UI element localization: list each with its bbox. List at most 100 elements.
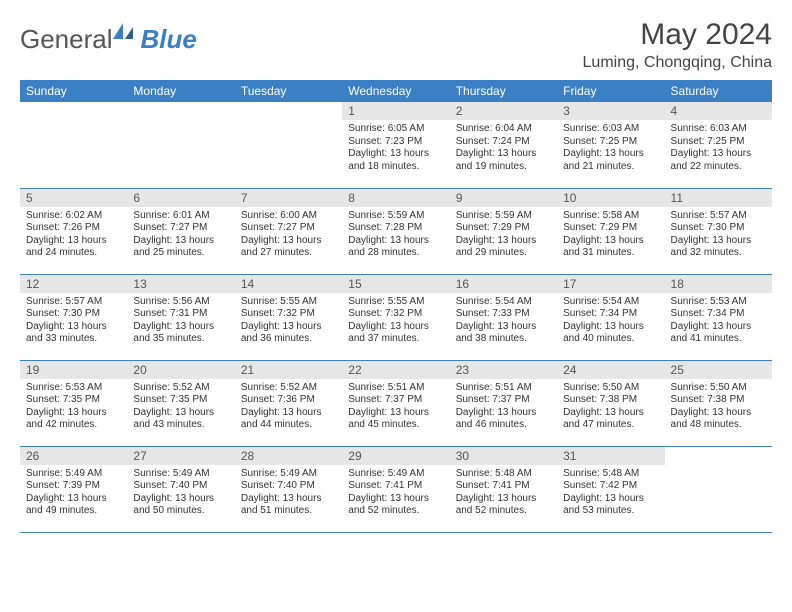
daylight-line-2: and 43 minutes. [133,419,228,432]
day-number: 7 [235,189,342,207]
sunrise-line: Sunrise: 6:02 AM [26,210,121,223]
daylight-line-1: Daylight: 13 hours [26,493,121,506]
daylight-line-2: and 52 minutes. [456,505,551,518]
calendar-day-cell: 7Sunrise: 6:00 AMSunset: 7:27 PMDaylight… [235,188,342,274]
sunset-line: Sunset: 7:38 PM [563,394,658,407]
calendar-day-cell: 8Sunrise: 5:59 AMSunset: 7:28 PMDaylight… [342,188,449,274]
sunset-line: Sunset: 7:33 PM [456,308,551,321]
sunrise-line: Sunrise: 5:57 AM [26,296,121,309]
sunrise-line: Sunrise: 5:50 AM [563,382,658,395]
day-details: Sunrise: 5:48 AMSunset: 7:41 PMDaylight:… [450,465,557,522]
day-number: 12 [20,275,127,293]
calendar-day-cell: 14Sunrise: 5:55 AMSunset: 7:32 PMDayligh… [235,274,342,360]
weekday-header-row: SundayMondayTuesdayWednesdayThursdayFrid… [20,80,772,102]
daylight-line-2: and 51 minutes. [241,505,336,518]
daylight-line-1: Daylight: 13 hours [671,148,766,161]
calendar-day-cell: 30Sunrise: 5:48 AMSunset: 7:41 PMDayligh… [450,446,557,532]
sunrise-line: Sunrise: 5:49 AM [241,468,336,481]
sunrise-line: Sunrise: 5:49 AM [26,468,121,481]
sunrise-line: Sunrise: 5:51 AM [348,382,443,395]
calendar-day-cell: 13Sunrise: 5:56 AMSunset: 7:31 PMDayligh… [127,274,234,360]
sunrise-line: Sunrise: 5:48 AM [563,468,658,481]
calendar-day-cell: 6Sunrise: 6:01 AMSunset: 7:27 PMDaylight… [127,188,234,274]
day-details: Sunrise: 5:52 AMSunset: 7:36 PMDaylight:… [235,379,342,436]
daylight-line-1: Daylight: 13 hours [348,493,443,506]
day-number: 15 [342,275,449,293]
sunset-line: Sunset: 7:39 PM [26,480,121,493]
day-details: Sunrise: 6:04 AMSunset: 7:24 PMDaylight:… [450,120,557,177]
calendar-day-cell: 1Sunrise: 6:05 AMSunset: 7:23 PMDaylight… [342,102,449,188]
daylight-line-1: Daylight: 13 hours [348,148,443,161]
sunrise-line: Sunrise: 6:00 AM [241,210,336,223]
sunrise-line: Sunrise: 5:53 AM [26,382,121,395]
daylight-line-1: Daylight: 13 hours [241,321,336,334]
sunset-line: Sunset: 7:38 PM [671,394,766,407]
daylight-line-2: and 27 minutes. [241,247,336,260]
daylight-line-1: Daylight: 13 hours [563,321,658,334]
daylight-line-2: and 33 minutes. [26,333,121,346]
day-number: 2 [450,102,557,120]
logo-text-general: General [20,24,113,55]
calendar-day-cell: 31Sunrise: 5:48 AMSunset: 7:42 PMDayligh… [557,446,664,532]
daylight-line-2: and 40 minutes. [563,333,658,346]
logo-sail-icon [113,22,137,45]
day-number: 23 [450,361,557,379]
sunrise-line: Sunrise: 5:51 AM [456,382,551,395]
weekday-header: Sunday [20,80,127,102]
day-details: Sunrise: 5:55 AMSunset: 7:32 PMDaylight:… [342,293,449,350]
sunset-line: Sunset: 7:34 PM [671,308,766,321]
sunset-line: Sunset: 7:31 PM [133,308,228,321]
daylight-line-1: Daylight: 13 hours [133,235,228,248]
daylight-line-2: and 35 minutes. [133,333,228,346]
day-details: Sunrise: 5:49 AMSunset: 7:41 PMDaylight:… [342,465,449,522]
calendar-day-cell [235,102,342,188]
daylight-line-1: Daylight: 13 hours [133,321,228,334]
sunset-line: Sunset: 7:37 PM [348,394,443,407]
daylight-line-1: Daylight: 13 hours [456,407,551,420]
title-block: May 2024 Luming, Chongqing, China [583,18,772,72]
calendar-day-cell: 18Sunrise: 5:53 AMSunset: 7:34 PMDayligh… [665,274,772,360]
sunset-line: Sunset: 7:29 PM [456,222,551,235]
sunrise-line: Sunrise: 6:01 AM [133,210,228,223]
sunrise-line: Sunrise: 5:59 AM [348,210,443,223]
sunrise-line: Sunrise: 5:53 AM [671,296,766,309]
calendar-day-cell: 22Sunrise: 5:51 AMSunset: 7:37 PMDayligh… [342,360,449,446]
daylight-line-2: and 49 minutes. [26,505,121,518]
sunset-line: Sunset: 7:40 PM [133,480,228,493]
daylight-line-1: Daylight: 13 hours [671,407,766,420]
day-details: Sunrise: 5:59 AMSunset: 7:28 PMDaylight:… [342,207,449,264]
calendar-day-cell [127,102,234,188]
calendar-day-cell: 27Sunrise: 5:49 AMSunset: 7:40 PMDayligh… [127,446,234,532]
day-number: 31 [557,447,664,465]
calendar-day-cell: 16Sunrise: 5:54 AMSunset: 7:33 PMDayligh… [450,274,557,360]
calendar-week-row: 5Sunrise: 6:02 AMSunset: 7:26 PMDaylight… [20,188,772,274]
logo: General Blue [20,24,197,55]
sunrise-line: Sunrise: 5:54 AM [456,296,551,309]
day-details: Sunrise: 6:05 AMSunset: 7:23 PMDaylight:… [342,120,449,177]
weekday-header: Friday [557,80,664,102]
daylight-line-2: and 44 minutes. [241,419,336,432]
daylight-line-2: and 21 minutes. [563,161,658,174]
day-details: Sunrise: 5:57 AMSunset: 7:30 PMDaylight:… [665,207,772,264]
day-details: Sunrise: 5:51 AMSunset: 7:37 PMDaylight:… [450,379,557,436]
daylight-line-1: Daylight: 13 hours [26,407,121,420]
day-details: Sunrise: 5:48 AMSunset: 7:42 PMDaylight:… [557,465,664,522]
calendar-day-cell: 17Sunrise: 5:54 AMSunset: 7:34 PMDayligh… [557,274,664,360]
calendar-day-cell: 19Sunrise: 5:53 AMSunset: 7:35 PMDayligh… [20,360,127,446]
calendar-day-cell: 24Sunrise: 5:50 AMSunset: 7:38 PMDayligh… [557,360,664,446]
daylight-line-2: and 53 minutes. [563,505,658,518]
day-number: 6 [127,189,234,207]
sunset-line: Sunset: 7:24 PM [456,136,551,149]
day-number: 28 [235,447,342,465]
day-number: 26 [20,447,127,465]
sunset-line: Sunset: 7:32 PM [241,308,336,321]
day-number: 29 [342,447,449,465]
weekday-header: Thursday [450,80,557,102]
weekday-header: Monday [127,80,234,102]
sunrise-line: Sunrise: 5:58 AM [563,210,658,223]
daylight-line-1: Daylight: 13 hours [456,148,551,161]
daylight-line-1: Daylight: 13 hours [563,235,658,248]
day-details: Sunrise: 5:58 AMSunset: 7:29 PMDaylight:… [557,207,664,264]
daylight-line-2: and 22 minutes. [671,161,766,174]
daylight-line-2: and 32 minutes. [671,247,766,260]
